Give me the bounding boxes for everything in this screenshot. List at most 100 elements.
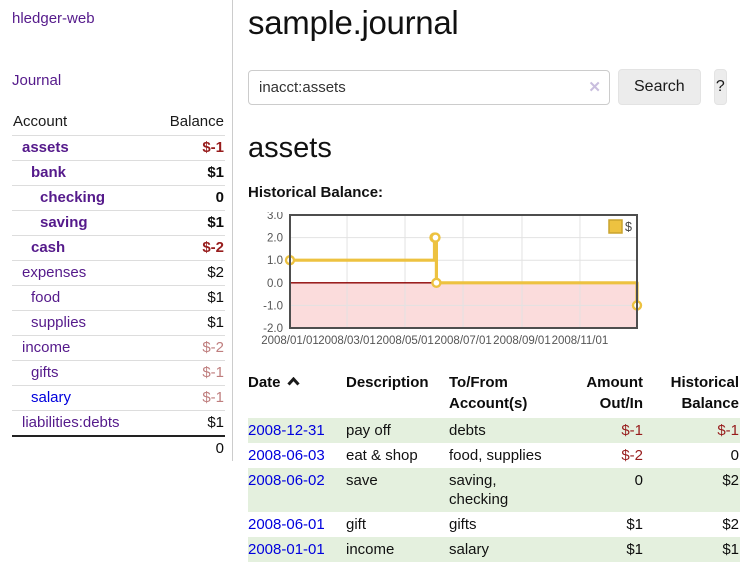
- transaction-description-text: gift: [346, 516, 367, 533]
- search-input[interactable]: [248, 69, 610, 105]
- account-balance: $1: [207, 289, 224, 306]
- account-row: income $-2: [12, 335, 225, 360]
- transaction-description: gift: [346, 512, 449, 537]
- account-balance: $1: [207, 164, 224, 181]
- data-point-marker: [431, 277, 442, 289]
- account-link-gifts[interactable]: gifts: [31, 364, 59, 381]
- account-balance: $1: [207, 314, 224, 331]
- transaction-date-link[interactable]: 2008-06-03: [248, 447, 325, 464]
- clear-search-icon[interactable]: ✕: [588, 78, 601, 96]
- accounts-rows: assets $-1 bank $1 checking 0 saving $1 cash $-2 e…: [12, 135, 225, 435]
- account-row: bank $1: [12, 160, 225, 185]
- transaction-date-link[interactable]: 2008-06-01: [248, 516, 325, 533]
- transaction-date: 2008-12-31: [248, 418, 346, 443]
- transaction-amount: $1: [559, 512, 644, 537]
- plot-border: [289, 214, 638, 329]
- account-link-bank[interactable]: bank: [31, 164, 67, 181]
- help-button[interactable]: ?: [713, 69, 727, 105]
- account-link-assets[interactable]: assets: [22, 139, 69, 156]
- transaction-balance-text: $-1: [717, 422, 739, 439]
- x-axis-label: 2008/09/01: [493, 335, 551, 347]
- transaction-row: 2008-06-01 gift gifts $1 $2: [248, 512, 740, 537]
- transaction-amount-text: $1: [626, 541, 643, 558]
- transaction-row: 2008-12-31 pay off debts $-1 $-1: [248, 418, 740, 443]
- y-axis-label: 1.0: [267, 255, 283, 267]
- y-axis-label: 2.0: [267, 233, 283, 245]
- transaction-balance: $2: [644, 512, 740, 537]
- y-axis-label: -2.0: [263, 323, 283, 335]
- transaction-accounts-text: debts: [449, 422, 486, 439]
- transaction-amount-text: $1: [626, 516, 643, 533]
- transaction-amount: 0: [559, 468, 644, 512]
- transaction-balance-text: $1: [722, 541, 739, 558]
- transaction-amount: $-2: [559, 443, 644, 468]
- register-header-row: Date Description To/From Account(s) Amou…: [248, 372, 740, 418]
- transaction-description-text: save: [346, 472, 378, 489]
- account-link-liabilities-debts[interactable]: liabilities:debts: [22, 414, 120, 431]
- balance-column-header: Balance: [169, 113, 224, 130]
- legend-swatch: [608, 219, 623, 234]
- accounts-table: Account Balance assets $-1 bank $1 checking 0…: [12, 110, 225, 461]
- account-row: liabilities:debts $1: [12, 410, 225, 435]
- column-header-amount[interactable]: Amount Out/In: [586, 374, 643, 412]
- account-balance: $2: [207, 264, 224, 281]
- column-header-date[interactable]: Date: [248, 372, 346, 418]
- column-header-description[interactable]: Description: [346, 374, 429, 391]
- y-axis-label: 0.0: [267, 278, 283, 290]
- legend-label: $: [625, 220, 632, 234]
- account-link-supplies[interactable]: supplies: [31, 314, 87, 331]
- transaction-accounts-text: food, supplies: [449, 447, 542, 464]
- register-table: Date Description To/From Account(s) Amou…: [248, 372, 740, 562]
- transaction-row: 2008-06-03 eat & shop food, supplies $-2 0: [248, 443, 740, 468]
- page-title: sample.journal: [248, 4, 459, 41]
- account-row: expenses $2: [12, 260, 225, 285]
- transaction-description: income: [346, 537, 449, 562]
- data-point-marker: [430, 232, 441, 243]
- transaction-balance: $2: [644, 468, 740, 512]
- column-header-accounts[interactable]: To/From Account(s): [449, 374, 528, 412]
- main-content: sample.journal ✕ Search ? assets Histori…: [233, 0, 740, 562]
- account-link-checking[interactable]: checking: [40, 189, 106, 206]
- account-balance: $-1: [202, 389, 224, 406]
- account-link-cash[interactable]: cash: [31, 239, 66, 256]
- transaction-description: pay off: [346, 418, 449, 443]
- x-axis-label: 2008/07/01: [434, 335, 492, 347]
- transaction-amount-text: $-2: [621, 447, 643, 464]
- account-row: assets $-1: [12, 135, 225, 160]
- account-link-income[interactable]: income: [22, 339, 71, 356]
- account-link-salary[interactable]: salary: [31, 389, 72, 406]
- app-brand-link[interactable]: hledger-web: [12, 10, 95, 27]
- search-button[interactable]: Search: [618, 69, 701, 105]
- transaction-balance-text: $2: [722, 472, 739, 489]
- account-link-saving[interactable]: saving: [40, 214, 88, 231]
- transaction-row: 2008-06-02 save saving, checking 0 $2: [248, 468, 740, 512]
- account-row: cash $-2: [12, 235, 225, 260]
- transaction-date-link[interactable]: 2008-01-01: [248, 541, 325, 558]
- transaction-balance-text: $2: [722, 516, 739, 533]
- account-link-food[interactable]: food: [31, 289, 61, 306]
- transaction-date-link[interactable]: 2008-12-31: [248, 422, 325, 439]
- transaction-balance: 0: [644, 443, 740, 468]
- account-balance: $-1: [202, 364, 224, 381]
- account-balance: 0: [215, 189, 224, 206]
- accounts-total-row: 0: [12, 435, 225, 461]
- account-balance: $1: [207, 414, 224, 431]
- transaction-accounts-text: saving, checking: [449, 472, 509, 508]
- transaction-description-text: income: [346, 541, 395, 558]
- account-row: salary $-1: [12, 385, 225, 410]
- transaction-accounts: gifts: [449, 512, 559, 537]
- accounts-table-header: Account Balance: [12, 110, 225, 135]
- account-link-expenses[interactable]: expenses: [22, 264, 87, 281]
- transaction-accounts: debts: [449, 418, 559, 443]
- transaction-date: 2008-06-03: [248, 443, 346, 468]
- transaction-amount: $1: [559, 537, 644, 562]
- x-axis-label: 2008/01/01: [261, 335, 319, 347]
- transaction-accounts: salary: [449, 537, 559, 562]
- sort-ascending-icon: [286, 376, 300, 386]
- transaction-balance: $-1: [644, 418, 740, 443]
- transaction-date-link[interactable]: 2008-06-02: [248, 472, 325, 489]
- account-balance: $1: [207, 214, 224, 231]
- column-header-balance[interactable]: Historical Balance: [670, 374, 739, 412]
- sidebar-item-journal[interactable]: Journal: [12, 72, 62, 89]
- page: hledger-web Journal Account Balance asse…: [12, 0, 740, 562]
